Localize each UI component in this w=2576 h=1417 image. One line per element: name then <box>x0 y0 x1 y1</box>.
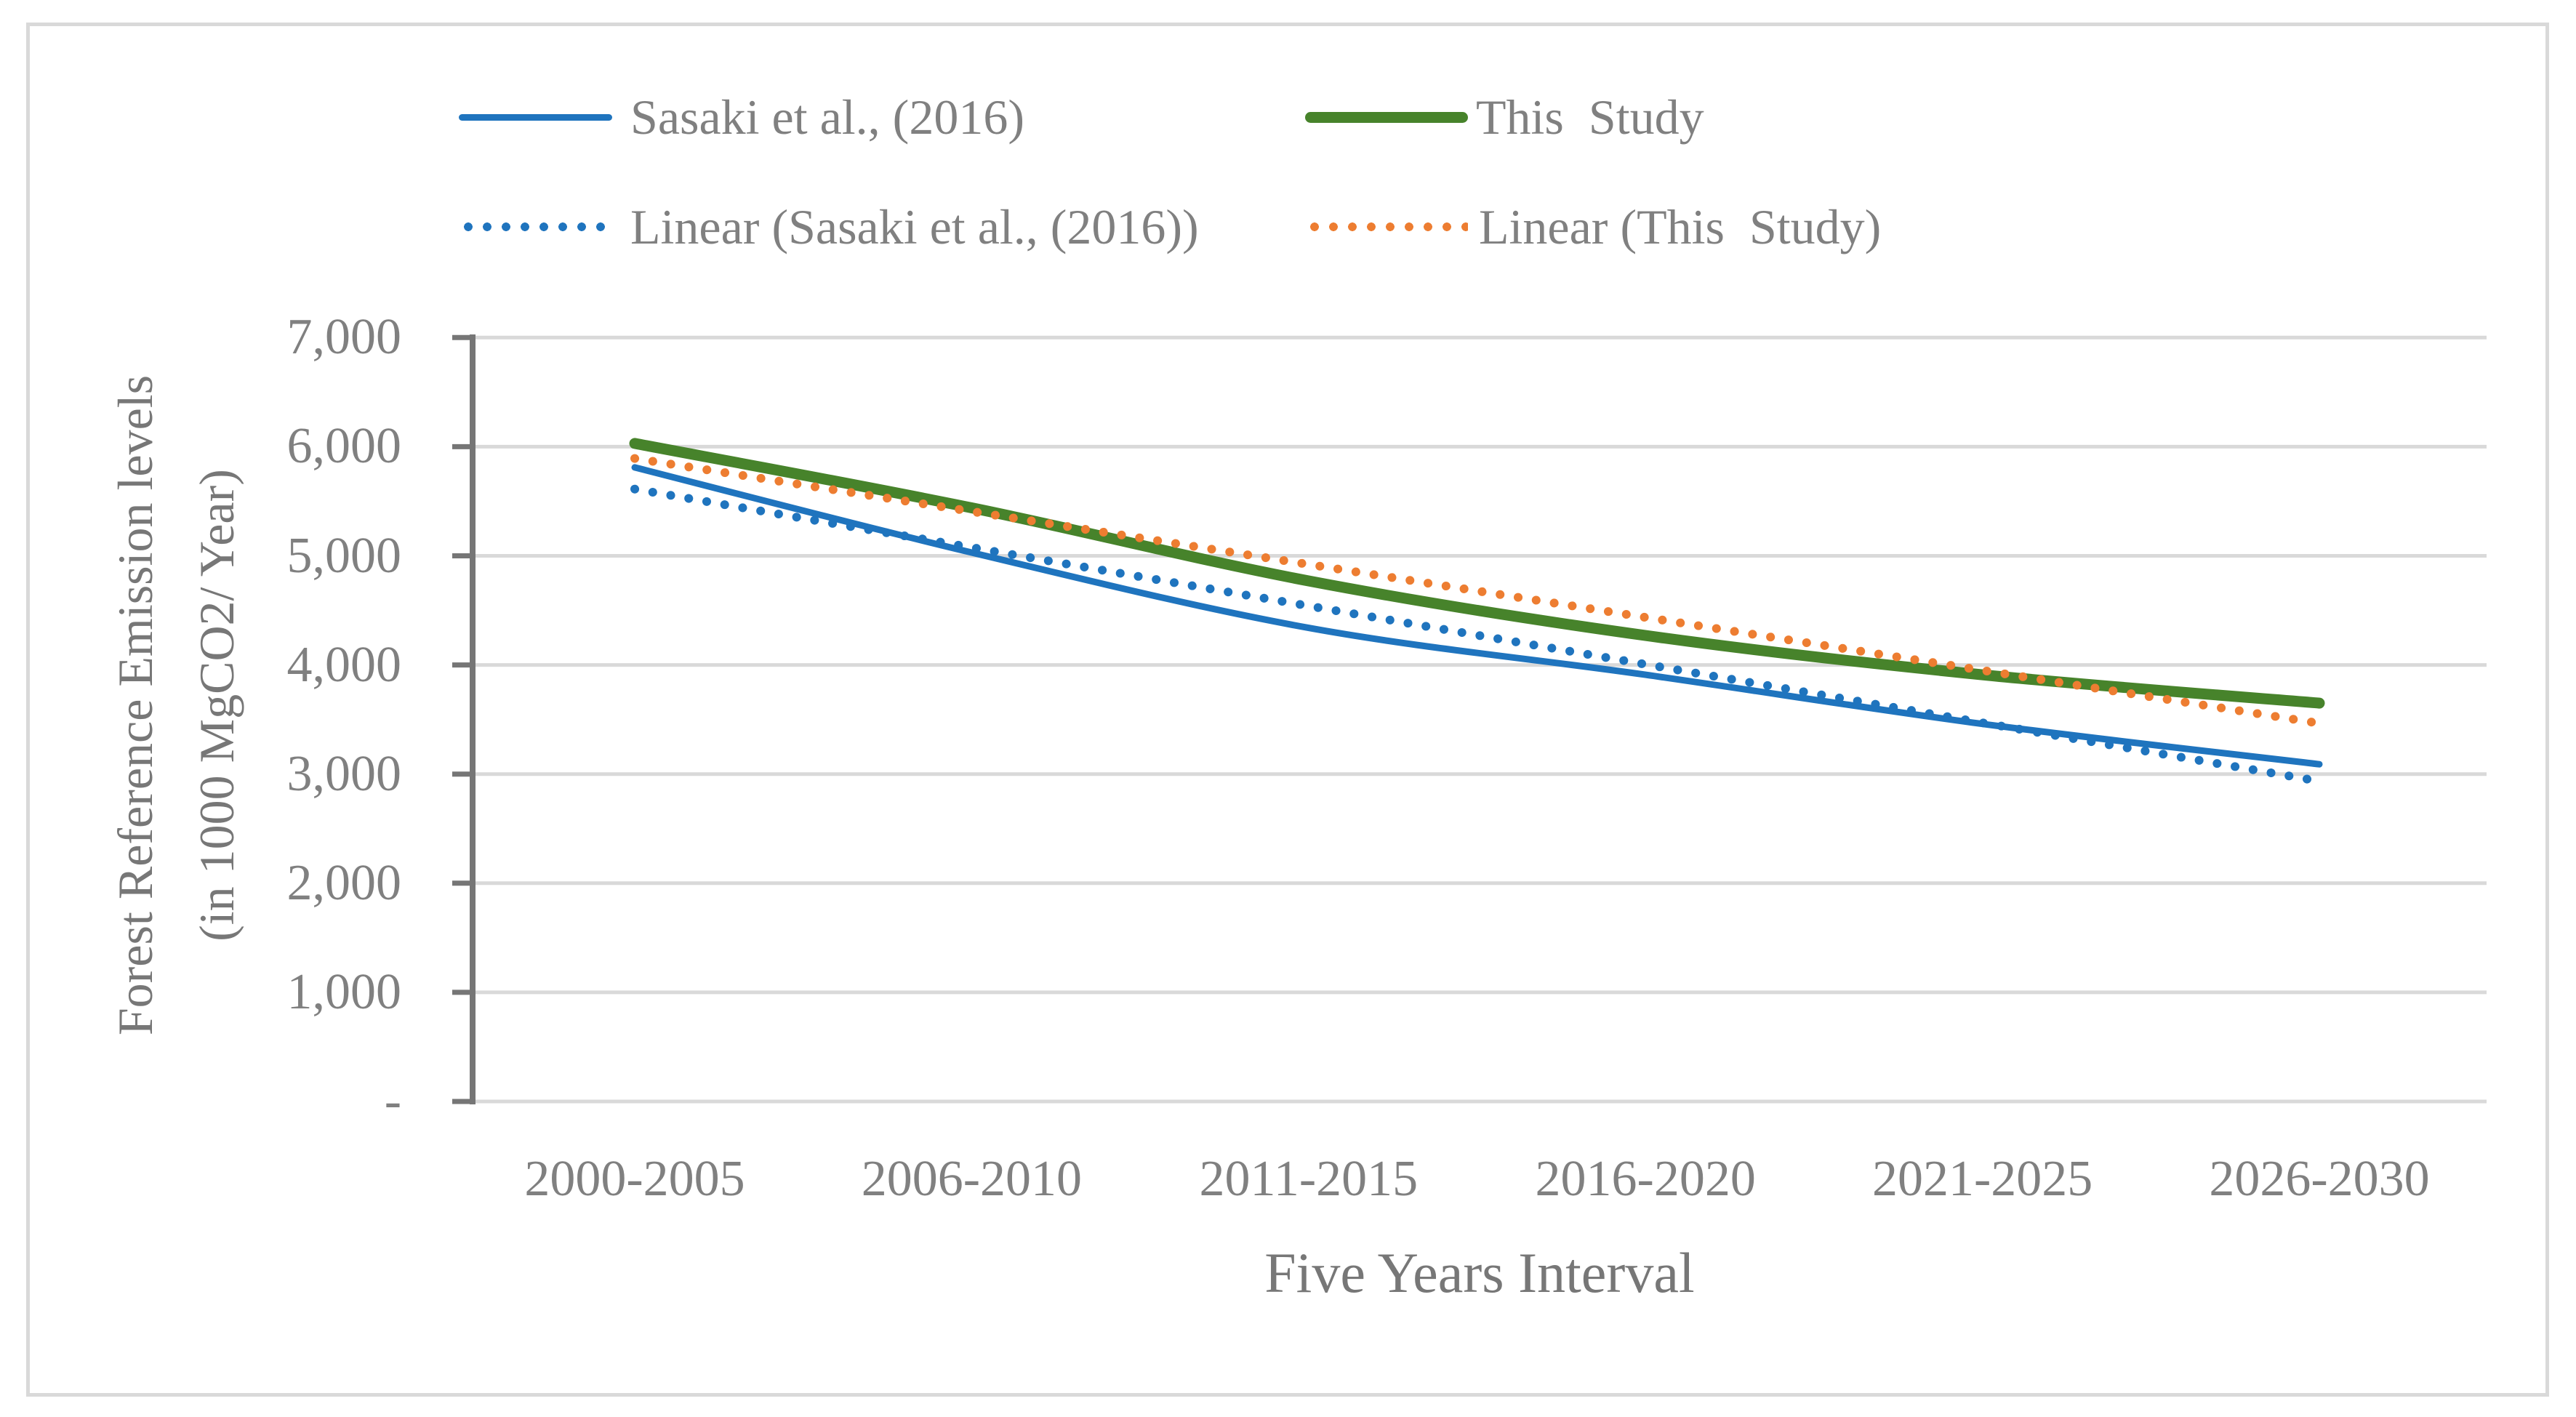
y-tick-label: - <box>384 1073 401 1129</box>
y-tick-label: 3,000 <box>286 745 402 802</box>
x-category-label: 2021-2025 <box>1871 1151 2093 1207</box>
trendline-3 <box>630 454 2324 728</box>
legend-sample-this-study <box>1305 111 1468 123</box>
x-category-label: 2011-2015 <box>1199 1151 1419 1207</box>
y-tick-label: 2,000 <box>286 854 402 911</box>
y-tick-label: 7,000 <box>286 309 402 366</box>
legend-sample-sasaki <box>459 113 612 121</box>
series-line-1 <box>629 438 2325 709</box>
x-category-label: 2000-2005 <box>524 1151 745 1207</box>
x-category-label: 2006-2010 <box>861 1151 1083 1207</box>
y-tick-label: 1,000 <box>286 963 402 1020</box>
legend-sample-linear-this-study <box>1305 222 1468 231</box>
y-axis-title-line1: Forest Reference Emission levels <box>108 374 163 1036</box>
y-tick-label: 6,000 <box>286 418 402 475</box>
y-tick-label: 4,000 <box>286 636 402 693</box>
legend-label-this-study: This Study <box>1476 89 1704 145</box>
y-axis-title-line2: (in 1000 MgCO2/ Year) <box>189 469 244 942</box>
trendline-2 <box>630 484 2324 786</box>
legend-label-sasaki: Sasaki et al., (2016) <box>630 89 1024 145</box>
legend-sample-linear-sasaki <box>459 222 612 231</box>
figure-border <box>26 23 2549 1397</box>
x-axis-title: Five Years Interval <box>1264 1241 1695 1304</box>
series-line-0 <box>631 464 2323 768</box>
legend-label-linear-sasaki: Linear (Sasaki et al., (2016)) <box>630 199 1199 254</box>
x-category-label: 2026-2030 <box>2209 1151 2430 1207</box>
x-category-label: 2016-2020 <box>1535 1151 1756 1207</box>
legend-label-linear-this-study: Linear (This Study) <box>1479 199 1882 254</box>
y-axis-title: Forest Reference Emission levels (in 100… <box>95 196 257 1214</box>
y-tick-label: 5,000 <box>286 527 402 584</box>
